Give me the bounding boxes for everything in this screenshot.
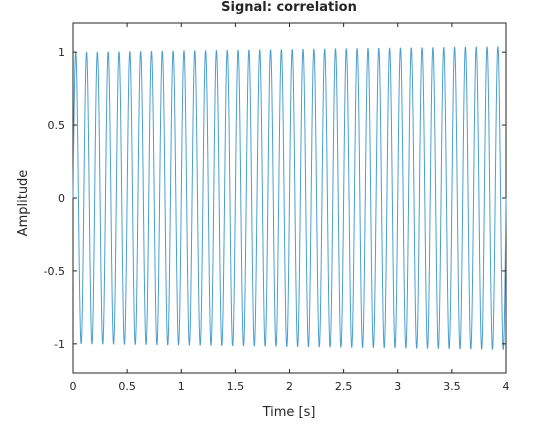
x-tick-label: 3 bbox=[394, 380, 401, 393]
x-tick-label: 3.5 bbox=[443, 380, 461, 393]
x-tick-label: 0.5 bbox=[118, 380, 136, 393]
y-tick-label: 0 bbox=[58, 192, 65, 205]
y-axis-title: Amplitude bbox=[16, 170, 31, 237]
series-layer bbox=[72, 46, 507, 350]
y-tick-label: -1 bbox=[54, 338, 65, 351]
x-tick-label: 1.5 bbox=[227, 380, 245, 393]
y-tick-label: 0.5 bbox=[48, 119, 66, 132]
x-tick-label: 0 bbox=[70, 380, 77, 393]
series-line bbox=[72, 46, 507, 350]
x-axis-ticks: 0 0.5 1 1.5 2 2.5 3 3.5 4 bbox=[70, 23, 510, 393]
x-tick-label: 2 bbox=[286, 380, 293, 393]
y-tick-label: 1 bbox=[58, 46, 65, 59]
y-tick-label: -0.5 bbox=[44, 265, 65, 278]
x-tick-label: 4 bbox=[503, 380, 510, 393]
x-tick-label: 2.5 bbox=[335, 380, 353, 393]
y-axis-ticks: 1 0.5 0 -0.5 -1 bbox=[44, 46, 506, 351]
x-tick-label: 1 bbox=[178, 380, 185, 393]
x-axis-title: Time [s] bbox=[262, 405, 316, 420]
chart-title: Signal: correlation bbox=[221, 0, 357, 15]
